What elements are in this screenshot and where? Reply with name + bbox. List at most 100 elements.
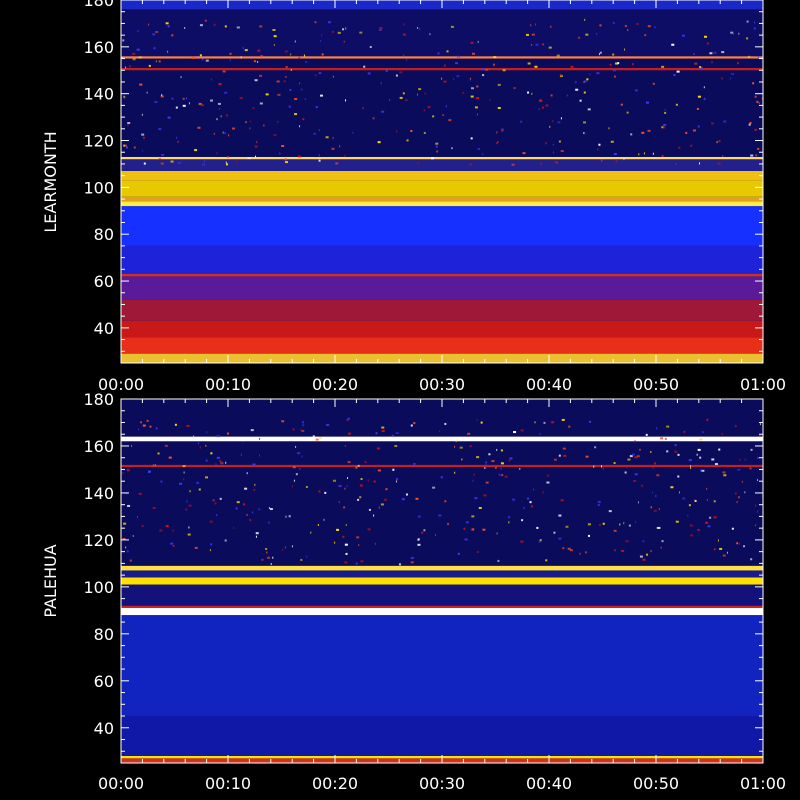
palehua-speckle-point — [629, 455, 633, 458]
palehua-speckle-point — [693, 499, 695, 502]
learmonth-speckle-point — [718, 140, 721, 143]
learmonth-speckle-point — [673, 74, 676, 77]
palehua-speckle-point — [690, 465, 692, 468]
learmonth-band-1 — [121, 337, 763, 354]
palehua-speckle-point — [132, 534, 134, 537]
palehua-speckle-point — [641, 484, 644, 487]
learmonth-speckle-point — [249, 120, 251, 123]
learmonth-speckle-point — [711, 61, 713, 64]
palehua-speckle-point — [597, 503, 600, 506]
learmonth-xtick-label: 00:10 — [205, 375, 251, 394]
palehua-speckle-point — [198, 442, 200, 445]
learmonth-speckle-point — [160, 162, 164, 165]
palehua-speckle-point — [759, 423, 761, 426]
learmonth-speckle-point — [148, 64, 151, 67]
learmonth-speckle-point — [758, 102, 760, 105]
learmonth-speckle-point — [450, 25, 454, 28]
learmonth-speckle-point — [690, 144, 693, 147]
palehua-speckle-point — [122, 537, 126, 540]
palehua-speckle-point — [642, 558, 646, 561]
palehua-speckle-point — [454, 445, 456, 448]
learmonth-speckle-point — [416, 93, 418, 96]
palehua-speckle-point — [749, 467, 752, 470]
learmonth-speckle-point — [125, 146, 128, 149]
learmonth-speckle-point — [318, 159, 321, 162]
palehua-speckle-point — [711, 458, 715, 461]
learmonth-speckle-point — [225, 161, 227, 164]
learmonth-speckle-point — [482, 74, 485, 77]
palehua-speckle-point — [270, 562, 272, 565]
learmonth-speckle-point — [171, 34, 174, 37]
learmonth-speckle-point — [213, 132, 215, 135]
palehua-speckle-point — [726, 551, 728, 554]
learmonth-speckle-point — [158, 158, 161, 161]
learmonth-band-16 — [121, 58, 763, 68]
learmonth-speckle-point — [314, 157, 317, 160]
learmonth-speckle-point — [418, 88, 422, 91]
learmonth-speckle-point — [194, 149, 198, 152]
palehua-speckle-point — [602, 522, 605, 525]
palehua-speckle-point — [252, 463, 256, 466]
learmonth-speckle-point — [586, 78, 589, 81]
palehua-speckle-point — [614, 549, 616, 552]
learmonth-speckle-point — [754, 95, 757, 98]
palehua-panel: 40 60 80 100 120 140 160 180 00:00 00:10 00:20 00:3… — [41, 390, 786, 793]
learmonth-speckle-point — [184, 27, 186, 30]
palehua-speckle-point — [645, 433, 648, 436]
learmonth-speckle-point — [575, 88, 579, 91]
palehua-speckle-point — [246, 513, 248, 516]
learmonth-speckle-point — [736, 62, 739, 65]
palehua-speckle-point — [126, 550, 129, 553]
palehua-speckle-point — [183, 478, 185, 481]
learmonth-speckle-point — [448, 119, 452, 122]
palehua-speckle-point — [346, 419, 349, 422]
learmonth-speckle-point — [704, 97, 706, 100]
learmonth-speckle-point — [289, 88, 292, 91]
palehua-speckle-point — [737, 496, 740, 499]
learmonth-speckle-point — [485, 68, 489, 71]
learmonth-speckle-point — [138, 56, 142, 59]
learmonth-speckle-point — [297, 155, 301, 158]
learmonth-speckle-point — [167, 116, 171, 119]
learmonth-speckle-point — [738, 32, 740, 35]
palehua-speckle-point — [483, 494, 487, 497]
learmonth-speckle-point — [556, 161, 558, 164]
learmonth-panel: 40 60 80 100 120 140 160 180 00:00 00:10 00:20 00:3… — [41, 0, 786, 394]
palehua-speckle-point — [473, 473, 475, 476]
palehua-band-6 — [121, 584, 763, 606]
palehua-speckle-point — [401, 498, 405, 501]
learmonth-speckle-point — [527, 91, 530, 94]
learmonth-ytick-label: 100 — [83, 178, 114, 197]
palehua-speckle-point — [459, 446, 463, 449]
learmonth-speckle-point — [522, 152, 526, 155]
palehua-speckle-point — [664, 437, 667, 440]
learmonth-speckle-point — [225, 163, 228, 166]
palehua-speckle-point — [520, 429, 524, 432]
learmonth-speckle-point — [236, 160, 238, 163]
palehua-speckle-point — [359, 496, 362, 499]
palehua-speckle-point — [125, 546, 127, 549]
palehua-speckle-point — [266, 551, 268, 554]
learmonth-speckle-point — [469, 78, 471, 81]
palehua-speckle-point — [157, 452, 160, 455]
learmonth-speckle-point — [542, 43, 544, 46]
learmonth-speckle-point — [299, 82, 301, 85]
palehua-speckle-point — [212, 499, 215, 502]
learmonth-speckle — [122, 18, 763, 166]
palehua-speckle-point — [324, 491, 327, 494]
learmonth-speckle-point — [627, 29, 629, 32]
learmonth-speckle-point — [273, 43, 275, 46]
learmonth-speckle-point — [531, 92, 533, 95]
palehua-speckle-point — [258, 508, 261, 511]
palehua-speckle-point — [301, 429, 305, 432]
palehua-speckle-point — [253, 488, 256, 491]
learmonth-speckle-point — [443, 64, 446, 67]
palehua-speckle-point — [687, 514, 689, 517]
learmonth-band-4 — [121, 276, 763, 300]
learmonth-speckle-point — [647, 129, 651, 132]
learmonth-speckle-point — [470, 41, 474, 44]
learmonth-speckle-point — [550, 94, 553, 97]
palehua-speckle-point — [380, 503, 384, 506]
palehua-speckle-point — [219, 460, 222, 463]
learmonth-speckle-point — [437, 52, 440, 55]
